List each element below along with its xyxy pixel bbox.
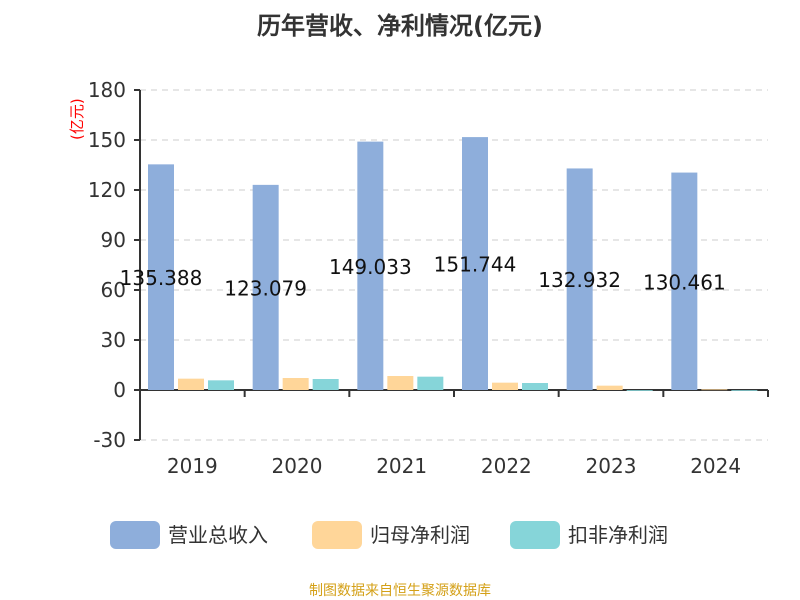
bar-deducted-net-profit (312, 379, 339, 390)
data-label: 135.388 (120, 266, 203, 290)
bar-net-profit (387, 376, 414, 390)
bar-deducted-net-profit (417, 376, 444, 390)
legend-swatch (510, 521, 560, 549)
legend-swatch (312, 521, 362, 549)
data-label: 151.744 (434, 253, 517, 277)
legend-label: 扣非净利润 (568, 523, 668, 547)
y-tick-label: 180 (88, 78, 126, 102)
x-tick-label: 2021 (376, 454, 427, 478)
bar-revenue (148, 164, 174, 390)
bar-net-profit (596, 385, 623, 390)
data-label: 123.079 (224, 276, 307, 300)
x-tick-label: 2019 (167, 454, 218, 478)
chart-title: 历年营收、净利情况(亿元) (257, 12, 543, 40)
y-tick-label: 0 (113, 378, 126, 402)
data-label: 132.932 (538, 268, 621, 292)
y-tick-label: 90 (101, 228, 126, 252)
x-tick-label: 2022 (481, 454, 532, 478)
x-tick-label: 2024 (690, 454, 741, 478)
bar-deducted-net-profit (522, 383, 548, 390)
bar-net-profit (282, 378, 309, 390)
bar-revenue (671, 172, 698, 390)
bar-net-profit (178, 378, 204, 390)
bar-revenue (462, 137, 488, 390)
bar-revenue (566, 168, 593, 390)
source-note: 制图数据来自恒生聚源数据库 (309, 583, 491, 599)
bar-deducted-net-profit (208, 380, 234, 390)
y-tick-label: 60 (101, 278, 126, 302)
legend-label: 营业总收入 (168, 523, 268, 547)
legend-swatch (110, 521, 160, 549)
x-tick-label: 2020 (272, 454, 323, 478)
bar-revenue (252, 184, 279, 390)
data-label: 130.461 (643, 270, 726, 294)
y-tick-label: 150 (88, 128, 126, 152)
y-tick-label: -30 (93, 428, 126, 452)
y-axis-label: (亿元) (68, 98, 86, 140)
bar-net-profit (701, 389, 728, 391)
bar-revenue (357, 141, 384, 390)
bar-deducted-net-profit (626, 390, 653, 391)
legend-label: 归母净利润 (370, 523, 470, 547)
data-label: 149.033 (329, 255, 412, 279)
x-tick-label: 2023 (586, 454, 637, 478)
bar-net-profit (492, 382, 518, 390)
bar-deducted-net-profit (731, 390, 758, 391)
y-tick-label: 30 (101, 328, 126, 352)
y-tick-label: 120 (88, 178, 126, 202)
